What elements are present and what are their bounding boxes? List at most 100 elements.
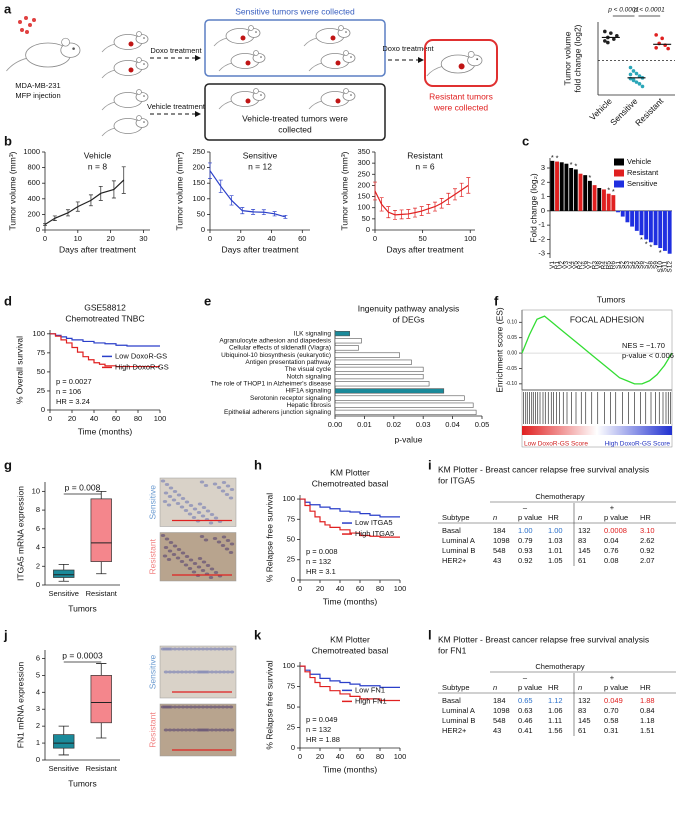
- nucleus: [184, 705, 190, 709]
- table-cell: 0.92: [518, 556, 533, 565]
- panel-label: l: [428, 627, 432, 642]
- y-axis-label: % Overall survival: [14, 336, 24, 404]
- chart-title: KM Plotter: [330, 634, 370, 644]
- whisker: [58, 748, 69, 756]
- y-tick-label: The visual cycle: [285, 366, 332, 373]
- nucleus: [212, 482, 218, 486]
- nucleus: [183, 728, 189, 732]
- error-bar: [399, 209, 404, 220]
- y-tick-label: 2: [541, 177, 545, 186]
- table-cell: Luminal B: [442, 546, 475, 555]
- table-cell: 184: [493, 696, 506, 705]
- nucleus: [176, 705, 182, 709]
- x-tick-label: S5: [634, 261, 641, 269]
- nucleus: [180, 551, 186, 555]
- dot: [654, 33, 658, 37]
- nucleus: [203, 484, 209, 487]
- x-tick-label: 60: [356, 752, 364, 761]
- table-cell: HER2+: [442, 726, 467, 735]
- error-bar: [419, 206, 424, 216]
- error-bar: [65, 209, 70, 217]
- chart-subtitle: Chemotreated basal: [312, 645, 389, 655]
- column-header: p value: [518, 683, 542, 692]
- panel-label: c: [522, 133, 529, 148]
- column-header: Subtype: [442, 683, 470, 692]
- nucleus: [171, 498, 177, 502]
- panel-label: f: [494, 293, 499, 308]
- diagram-text: Doxo treatment: [382, 44, 434, 53]
- chart-title: Ingenuity pathway analysis: [358, 303, 460, 313]
- y-tick-label: 0.00: [507, 350, 517, 356]
- survival-curve: [300, 665, 400, 688]
- nucleus: [224, 547, 230, 551]
- nucleus: [225, 484, 231, 488]
- panel-label: j: [3, 627, 8, 642]
- y-tick-label: 0.10: [507, 320, 517, 326]
- bar: [555, 161, 559, 211]
- survival-curve: [300, 498, 400, 518]
- panel-label: e: [204, 293, 211, 308]
- column-header: n: [578, 683, 582, 692]
- star: *: [640, 235, 643, 244]
- nucleus: [201, 560, 207, 564]
- annotation: NES = −1.70: [622, 341, 665, 350]
- bar: [334, 409, 477, 416]
- x-tick-label: S10: [657, 261, 664, 273]
- y-tick-label: 25: [287, 555, 295, 564]
- diagram-text: Vehicle treatment: [147, 102, 206, 111]
- nucleus: [208, 521, 214, 525]
- bar: [564, 163, 569, 211]
- nucleus: [213, 670, 219, 674]
- nucleus: [184, 555, 190, 558]
- x-tick-label: V7: [587, 261, 594, 269]
- group-label: +: [610, 503, 615, 512]
- error-bar: [453, 188, 457, 201]
- dot: [637, 82, 642, 86]
- bar: [550, 160, 555, 211]
- diagram-text: MFP injection: [15, 91, 60, 100]
- chart-title: FOCAL ADHESION: [570, 314, 644, 324]
- x-tick-label: R4: [601, 261, 608, 270]
- nucleus: [199, 728, 205, 732]
- nucleus: [191, 728, 197, 732]
- nucleus: [164, 537, 170, 541]
- y-tick-label: -0.05: [506, 366, 518, 372]
- nucleus: [179, 505, 185, 509]
- table-cell: 1.01: [548, 546, 563, 555]
- nucleus: [200, 569, 206, 572]
- table-cell: 0.84: [640, 706, 655, 715]
- error-bar: [218, 179, 223, 193]
- nucleus: [176, 548, 182, 551]
- y-tick-label: 3: [541, 163, 545, 172]
- y-axis-label: fold change (log2): [572, 24, 582, 92]
- bar: [625, 210, 630, 223]
- y-axis-label: Tumor volume (mm³): [174, 151, 184, 230]
- nucleus: [163, 491, 169, 495]
- x-axis-label: p-value: [395, 434, 423, 444]
- mouse-tail: [213, 37, 228, 47]
- cell: [25, 30, 29, 34]
- y-tick-label: 350: [357, 147, 370, 156]
- dot: [640, 84, 645, 89]
- table-cell: 2.62: [640, 536, 655, 545]
- x-tick-label: Resistant: [86, 764, 118, 773]
- x-axis-label: Tumors: [68, 603, 97, 613]
- x-tick-label: 0: [43, 234, 47, 243]
- error-bar: [433, 201, 437, 212]
- x-tick-label: S6: [638, 261, 645, 269]
- table-cell: 132: [578, 696, 591, 705]
- annotation: HR = 3.1: [306, 567, 336, 576]
- dot: [603, 39, 607, 43]
- y-axis-label: FN1 mRNA expression: [15, 662, 25, 749]
- nucleus: [160, 479, 166, 483]
- nucleus: [229, 488, 235, 491]
- nucleus: [166, 647, 172, 651]
- y-tick-label: 8: [36, 505, 40, 514]
- y-tick-label: Serotonin receptor signaling: [250, 395, 331, 402]
- nucleus: [213, 516, 219, 520]
- table-title: KM Plotter - Breast cancer relapse free …: [438, 634, 649, 644]
- x-tick-label: V3: [563, 261, 570, 269]
- y-tick-label: 100: [282, 494, 295, 503]
- x-tick-label: S12: [666, 261, 673, 273]
- table-cell: 0.46: [518, 716, 533, 725]
